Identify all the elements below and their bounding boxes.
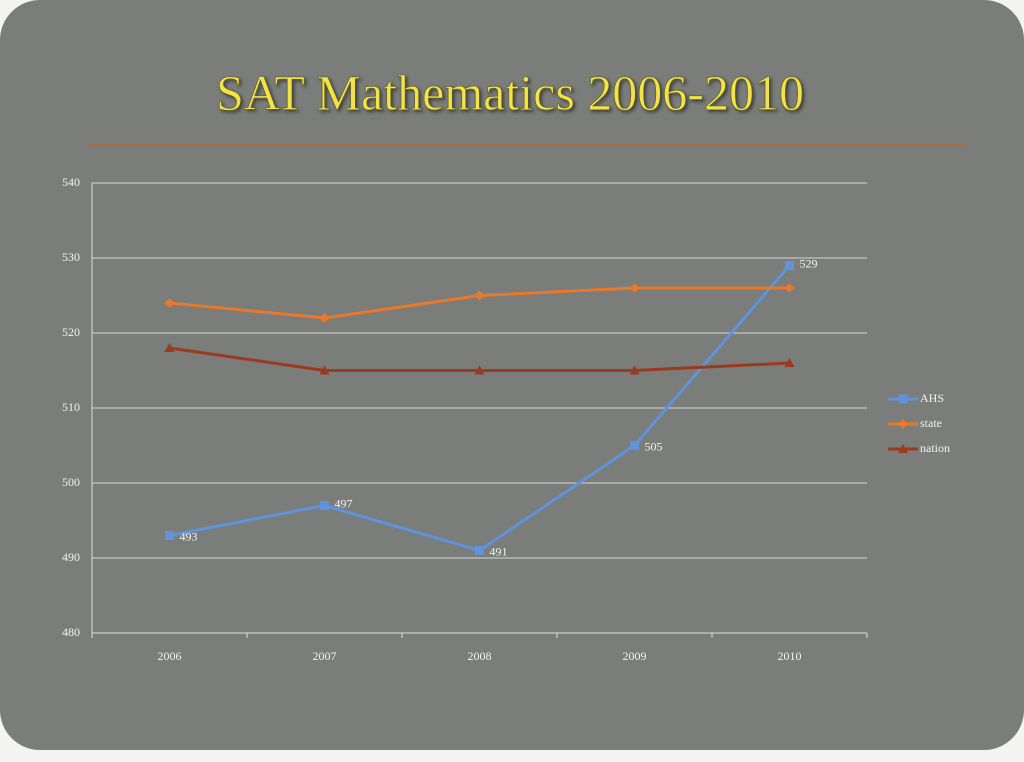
y-tick-label: 520: [62, 325, 80, 339]
y-tick-label: 540: [62, 175, 80, 189]
x-tick-label: 2007: [313, 649, 337, 663]
marker: [164, 343, 175, 352]
y-tick-label: 490: [62, 550, 80, 564]
marker: [319, 313, 330, 323]
marker: [784, 358, 795, 367]
data-label: 493: [180, 529, 198, 543]
marker: [165, 531, 174, 540]
data-label: 505: [645, 439, 663, 453]
marker: [629, 365, 640, 375]
legend-label: state: [920, 416, 942, 430]
data-label: 497: [335, 496, 353, 510]
marker: [898, 394, 908, 404]
marker: [474, 365, 485, 375]
marker: [474, 290, 485, 301]
marker: [784, 283, 795, 293]
x-tick-label: 2006: [158, 649, 182, 663]
legend-label: AHS: [920, 391, 944, 405]
y-tick-label: 480: [62, 625, 80, 639]
y-tick-label: 510: [62, 400, 80, 414]
legend-label: nation: [920, 441, 950, 455]
marker: [475, 546, 484, 555]
y-tick-label: 530: [62, 250, 80, 264]
marker: [164, 298, 175, 308]
marker: [630, 441, 639, 450]
x-tick-label: 2009: [623, 649, 647, 663]
marker: [319, 365, 330, 375]
data-label: 529: [800, 256, 818, 270]
marker: [629, 283, 640, 293]
marker: [898, 444, 908, 453]
marker: [320, 501, 329, 510]
marker: [898, 419, 908, 429]
marker: [785, 261, 794, 270]
x-tick-label: 2010: [778, 649, 802, 663]
x-tick-label: 2008: [468, 649, 492, 663]
data-label: 491: [490, 544, 508, 558]
y-tick-label: 500: [62, 475, 80, 489]
chart-title: SAT Mathematics 2006-2010: [216, 64, 804, 120]
